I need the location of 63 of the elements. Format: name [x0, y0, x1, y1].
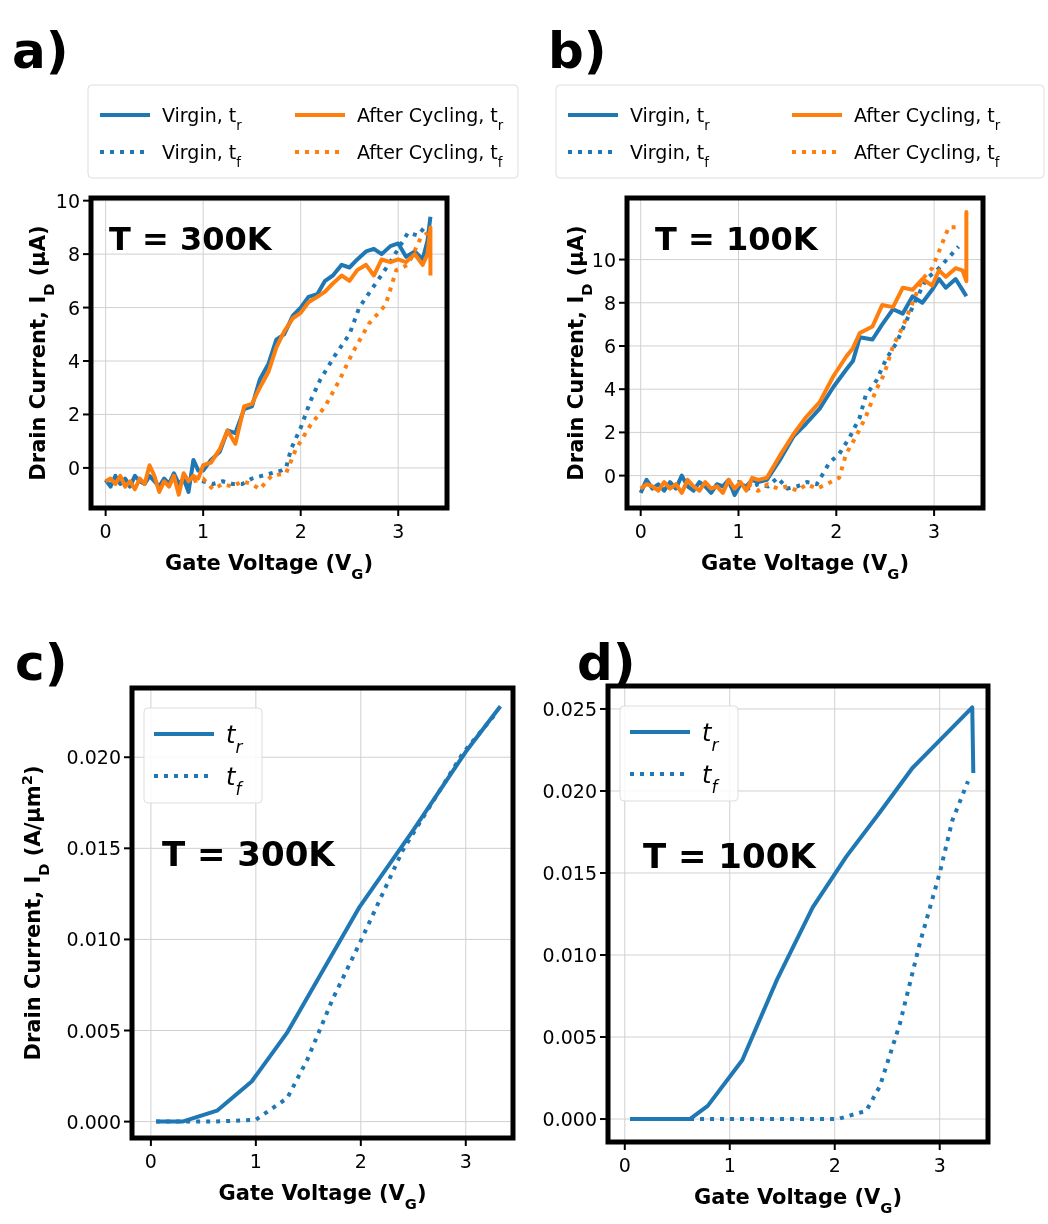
chart-title: d)	[577, 634, 636, 692]
chart-title: b)	[548, 22, 607, 80]
annotation: T = 100K	[655, 220, 819, 258]
x-tick-label: 1	[723, 1154, 736, 1176]
legend-label: t$_{f}$	[226, 763, 245, 799]
chart-title: c)	[15, 634, 68, 692]
x-tick-label: 3	[392, 520, 405, 542]
x-tick-label: 3	[933, 1154, 946, 1176]
y-tick-label: 0	[67, 456, 80, 479]
annotation: T = 100K	[643, 836, 818, 876]
y-tick-label: 0.025	[542, 697, 597, 720]
x-tick-label: 3	[928, 520, 941, 542]
x-tick-label: 2	[354, 1150, 367, 1172]
annotation: T = 300K	[109, 220, 273, 258]
x-tick-label: 0	[144, 1150, 157, 1172]
x-tick-label: 1	[197, 520, 210, 542]
y-tick-label: 8	[67, 243, 80, 266]
y-tick-label: 0.015	[542, 861, 597, 884]
y-tick-label: 2	[67, 403, 80, 426]
line-series	[638, 210, 969, 495]
x-axis-title: Gate Voltage (V$_{G}$)	[218, 1181, 427, 1212]
y-tick-label: 0.000	[542, 1108, 597, 1131]
legend-label: After Cycling, t$_{f}$	[357, 141, 503, 170]
y-tick-label: 0.020	[542, 779, 597, 802]
y-tick-label: 0.005	[66, 1019, 121, 1042]
legend-label: After Cycling, t$_{f}$	[854, 141, 1000, 170]
x-tick-label: 3	[459, 1150, 472, 1172]
y-tick-label: 0.015	[66, 837, 121, 860]
legend-label: Virgin, t$_{r}$	[630, 104, 711, 133]
y-tick-label: 0.005	[542, 1026, 597, 1049]
x-axis-title: Gate Voltage (V$_{G}$)	[164, 551, 374, 582]
y-tick-label: 2	[603, 421, 616, 444]
y-tick-label: 0.000	[66, 1110, 121, 1133]
y-tick-label: 4	[67, 350, 80, 373]
legend-label: t$_{f}$	[702, 761, 721, 797]
x-axis-title: Gate Voltage (V$_{G}$)	[700, 551, 910, 582]
y-tick-label: 10	[55, 189, 80, 212]
x-tick-label: 2	[294, 520, 307, 542]
x-axis-title: Gate Voltage (V$_{G}$)	[693, 1185, 903, 1216]
y-tick-label: 8	[603, 291, 616, 314]
legend-label: After Cycling, t$_{r}$	[357, 104, 504, 133]
annotation: T = 300K	[162, 834, 337, 874]
y-tick-label: 4	[603, 378, 616, 401]
y-tick-label: 0.020	[66, 746, 121, 769]
legend-label: Virgin, t$_{r}$	[162, 104, 243, 133]
y-tick-label: 6	[67, 296, 80, 319]
chart-title: a)	[12, 22, 69, 80]
y-tick-label: 6	[603, 334, 616, 357]
legend-label: t$_{r}$	[702, 719, 720, 755]
x-tick-label: 1	[249, 1150, 262, 1172]
legend-label: Virgin, t$_{f}$	[162, 141, 242, 170]
x-tick-label: 2	[828, 1154, 841, 1176]
x-tick-label: 2	[830, 520, 843, 542]
x-tick-label: 1	[732, 520, 745, 542]
legend-label: t$_{r}$	[226, 721, 244, 757]
x-tick-label: 0	[634, 520, 647, 542]
legend-label: Virgin, t$_{f}$	[630, 141, 710, 170]
y-tick-label: 0.010	[542, 944, 597, 967]
y-tick-label: 0.010	[66, 928, 121, 951]
y-tick-label: 10	[591, 248, 616, 271]
y-tick-label: 0	[603, 464, 616, 487]
legend-label: After Cycling, t$_{r}$	[854, 104, 1001, 133]
x-tick-label: 0	[618, 1154, 631, 1176]
